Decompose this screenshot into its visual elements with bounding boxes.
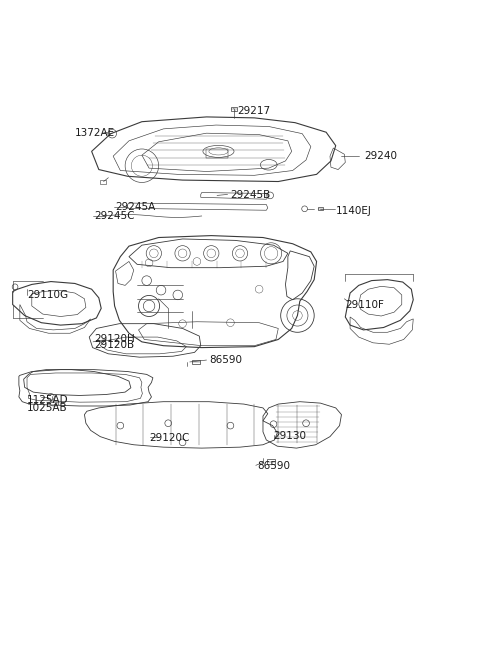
Text: 29245B: 29245B [230, 191, 271, 200]
Text: 29110G: 29110G [27, 290, 68, 300]
Text: 29120H: 29120H [94, 334, 135, 344]
Text: 29130: 29130 [274, 431, 307, 441]
Text: 1140EJ: 1140EJ [336, 206, 372, 215]
Bar [267, 459, 275, 464]
Text: 29240: 29240 [364, 151, 397, 161]
Text: 29245C: 29245C [94, 211, 134, 221]
Bar [192, 360, 200, 364]
Text: 1125AD: 1125AD [27, 395, 69, 405]
Text: 29120B: 29120B [94, 340, 134, 350]
Text: 1025AB: 1025AB [27, 403, 68, 413]
Text: 29217: 29217 [238, 106, 271, 116]
Bar [206, 149, 228, 158]
Text: 29245A: 29245A [116, 202, 156, 212]
Text: 29120C: 29120C [149, 432, 190, 443]
Text: 86590: 86590 [257, 461, 290, 472]
Bar [318, 207, 323, 210]
Text: 1372AE: 1372AE [75, 128, 115, 138]
Bar [231, 107, 237, 111]
Bar [100, 180, 106, 184]
Text: 86590: 86590 [209, 355, 242, 365]
Text: 29110F: 29110F [345, 299, 384, 310]
